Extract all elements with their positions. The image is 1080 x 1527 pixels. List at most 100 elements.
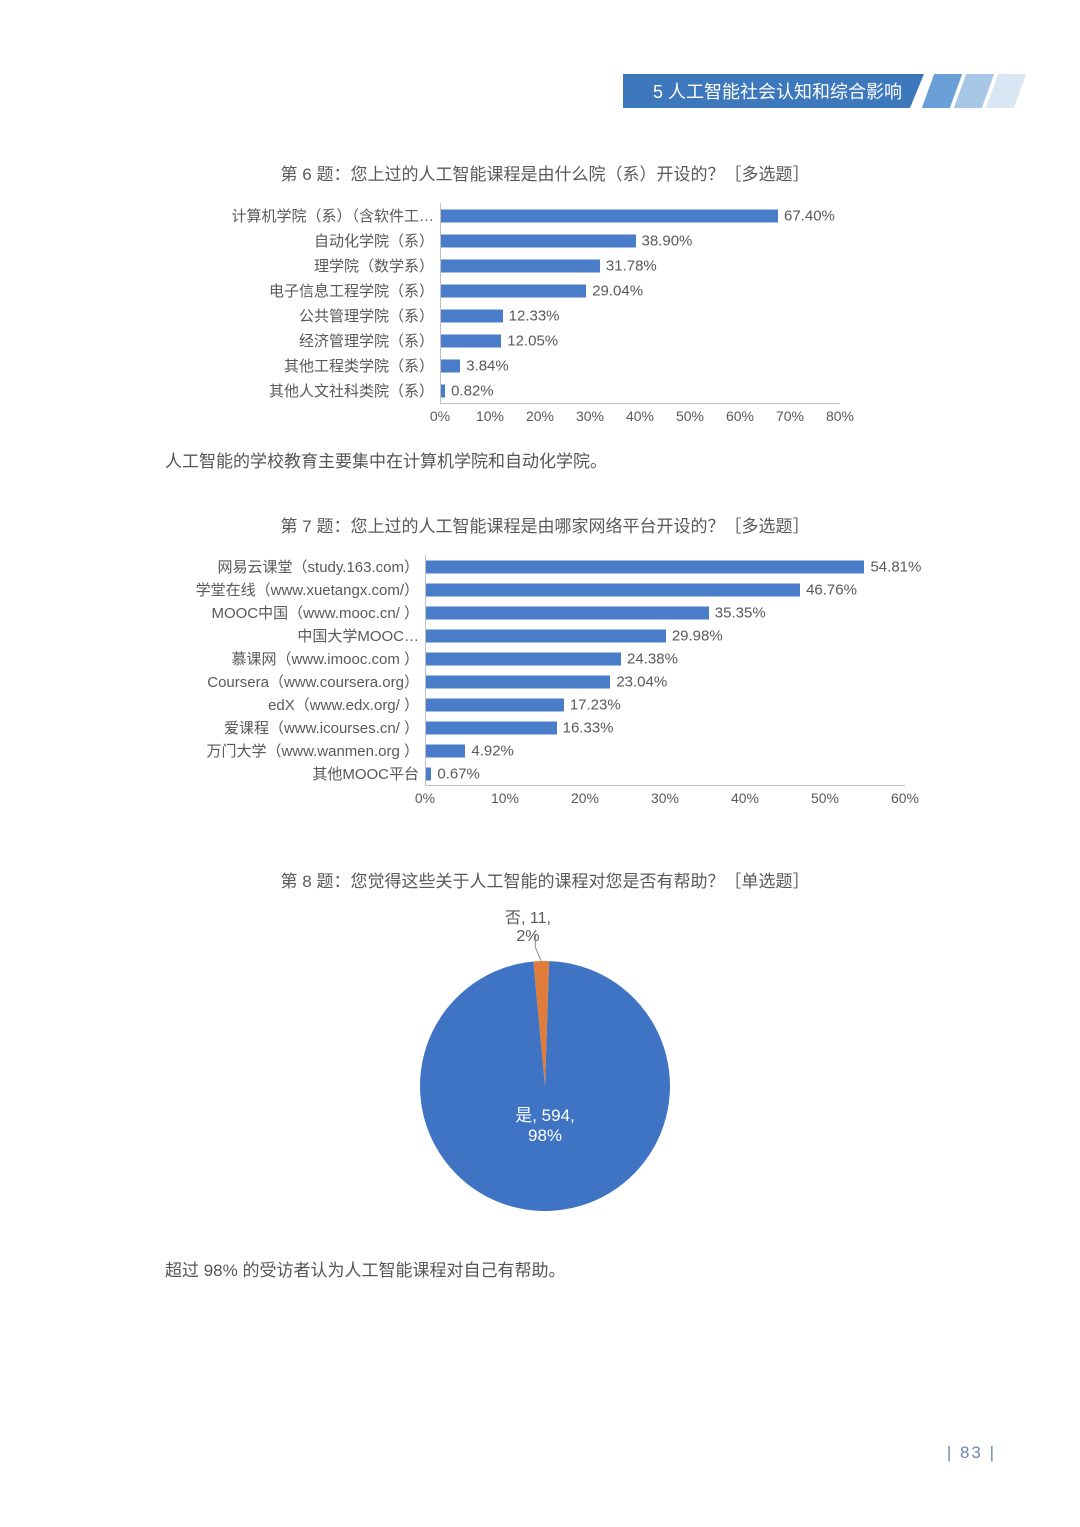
chart7-row: 万门大学（www.wanmen.org ） 4.92% bbox=[165, 739, 925, 762]
chart7-row: 爱课程（www.icourses.cn/ ） 16.33% bbox=[165, 716, 925, 739]
chart7-bar bbox=[426, 744, 465, 757]
chart6-track: 38.90% bbox=[440, 228, 840, 253]
chart6-row: 理学院（数学系）31.78% bbox=[165, 253, 925, 278]
pie-center-label: 是, 594, 98% bbox=[485, 1101, 605, 1146]
chart7-value: 23.04% bbox=[616, 673, 667, 690]
chart7-label: 中国大学MOOC… bbox=[165, 625, 425, 646]
pie-callout-no-line2: 2% bbox=[505, 928, 551, 946]
chart6-value: 12.33% bbox=[509, 307, 560, 324]
chart6-label: 经济管理学院（系） bbox=[165, 330, 440, 351]
chart7-value: 54.81% bbox=[870, 558, 921, 575]
chart7-track: 54.81% bbox=[425, 555, 905, 578]
chart6-label: 其他人文社科类院（系） bbox=[165, 380, 440, 401]
chart6-bar bbox=[441, 384, 445, 397]
chart7-row: 网易云课堂（study.163.com）54.81% bbox=[165, 555, 925, 578]
pie-svg bbox=[395, 916, 695, 1216]
pie-callout-no-line1: 否, 11, bbox=[505, 904, 551, 928]
chart6-tick: 40% bbox=[626, 408, 654, 424]
chart7-bar bbox=[426, 698, 564, 711]
chart7-value: 24.38% bbox=[627, 650, 678, 667]
chart7-track: 29.98% bbox=[425, 624, 905, 647]
chart6-tick: 20% bbox=[526, 408, 554, 424]
chart6-row: 电子信息工程学院（系）29.04% bbox=[165, 278, 925, 303]
chart7-value: 16.33% bbox=[563, 719, 614, 736]
chart7-value: 17.23% bbox=[570, 696, 621, 713]
chart7-tick: 30% bbox=[651, 790, 679, 806]
chart7-track: 16.33% bbox=[425, 716, 905, 739]
chart7-title: 第 7 题：您上过的人工智能课程是由哪家网络平台开设的？［多选题］ bbox=[165, 512, 925, 537]
chart6-track: 67.40% bbox=[440, 203, 840, 228]
chart6-label: 其他工程类学院（系） bbox=[165, 355, 440, 376]
chart6-tick: 0% bbox=[430, 408, 450, 424]
chart7-bar bbox=[426, 721, 557, 734]
chart6-row: 经济管理学院（系）12.05% bbox=[165, 328, 925, 353]
chart7-row: 学堂在线（www.xuetangx.com/） 46.76% bbox=[165, 578, 925, 601]
chart7: 网易云课堂（study.163.com）54.81%学堂在线（www.xueta… bbox=[165, 555, 925, 807]
chart7-axis: 0%10%20%30%40%50%60% bbox=[425, 785, 905, 807]
chart6-bar bbox=[441, 309, 503, 322]
chart7-tick: 10% bbox=[491, 790, 519, 806]
chart7-bar bbox=[426, 767, 431, 780]
chart6-bar bbox=[441, 334, 501, 347]
page-header: 5 人工智能社会认知和综合影响 bbox=[623, 74, 1020, 108]
chart6-axis: 0%10%20%30%40%50%60%70%80% bbox=[440, 403, 840, 425]
chart7-row: MOOC中国（www.mooc.cn/ ）35.35% bbox=[165, 601, 925, 624]
chart7-bar bbox=[426, 560, 864, 573]
page-content: 第 6 题：您上过的人工智能课程是由什么院（系）开设的？［多选题］ 计算机学院（… bbox=[165, 160, 925, 1321]
chart6-track: 3.84% bbox=[440, 353, 840, 378]
chart7-track: 0.67% bbox=[425, 762, 905, 785]
chart7-track: 46.76% bbox=[425, 578, 905, 601]
chart6-value: 38.90% bbox=[642, 232, 693, 249]
chart6-value: 0.82% bbox=[451, 382, 494, 399]
chart8-caption: 超过 98% 的受访者认为人工智能课程对自己有帮助。 bbox=[165, 1256, 925, 1281]
chart7-tick: 40% bbox=[731, 790, 759, 806]
chart7-label: 爱课程（www.icourses.cn/ ） bbox=[165, 717, 425, 738]
chart6-value: 31.78% bbox=[606, 257, 657, 274]
chart7-value: 29.98% bbox=[672, 627, 723, 644]
chart7-label: 网易云课堂（study.163.com） bbox=[165, 556, 425, 577]
chart6-track: 31.78% bbox=[440, 253, 840, 278]
chart7-label: 万门大学（www.wanmen.org ） bbox=[165, 740, 425, 761]
chart7-track: 17.23% bbox=[425, 693, 905, 716]
chart7-bar bbox=[426, 583, 800, 596]
chart6-value: 67.40% bbox=[784, 207, 835, 224]
chart7-bar bbox=[426, 675, 610, 688]
chart7-label: 学堂在线（www.xuetangx.com/） bbox=[165, 579, 425, 600]
chart7-track: 35.35% bbox=[425, 601, 905, 624]
chart6-tick: 10% bbox=[476, 408, 504, 424]
chart7-track: 23.04% bbox=[425, 670, 905, 693]
chart6-tick: 70% bbox=[776, 408, 804, 424]
chart7-track: 24.38% bbox=[425, 647, 905, 670]
chart7-row: 其他MOOC平台0.67% bbox=[165, 762, 925, 785]
chart7-row: edX（www.edx.org/ ） 17.23% bbox=[165, 693, 925, 716]
chart7-tick: 20% bbox=[571, 790, 599, 806]
header-title-text: 5 人工智能社会认知和综合影响 bbox=[653, 78, 902, 104]
chart7-label: 慕课网（www.imooc.com ） bbox=[165, 648, 425, 669]
chart7-row: 慕课网（www.imooc.com ） 24.38% bbox=[165, 647, 925, 670]
chart6-row: 计算机学院（系）（含软件工…67.40% bbox=[165, 203, 925, 228]
chart7-tick: 50% bbox=[811, 790, 839, 806]
chart7-value: 4.92% bbox=[471, 742, 514, 759]
chart6-value: 29.04% bbox=[592, 282, 643, 299]
chart7-label: edX（www.edx.org/ ） bbox=[165, 694, 425, 715]
chart6-label: 公共管理学院（系） bbox=[165, 305, 440, 326]
chart7-tick: 60% bbox=[891, 790, 919, 806]
chart7-value: 46.76% bbox=[806, 581, 857, 598]
chart7-label: MOOC中国（www.mooc.cn/ ） bbox=[165, 602, 425, 623]
chart7-bar bbox=[426, 606, 709, 619]
chart6-bar bbox=[441, 284, 586, 297]
chart7-row: Coursera（www.coursera.org）23.04% bbox=[165, 670, 925, 693]
chart6-row: 其他工程类学院（系）3.84% bbox=[165, 353, 925, 378]
chart6-track: 12.33% bbox=[440, 303, 840, 328]
pie-callout-no: 否, 11, 2% bbox=[505, 904, 551, 946]
chart6-tick: 60% bbox=[726, 408, 754, 424]
chart6-bar bbox=[441, 359, 460, 372]
page-number: | 83 | bbox=[947, 1443, 996, 1463]
chart7-bar bbox=[426, 629, 666, 642]
chart6-tick: 80% bbox=[826, 408, 854, 424]
chart6-track: 12.05% bbox=[440, 328, 840, 353]
chart8-pie: 否, 11, 2% 是, 594, 98% bbox=[395, 916, 695, 1216]
chart6-title: 第 6 题：您上过的人工智能课程是由什么院（系）开设的？［多选题］ bbox=[165, 160, 925, 185]
chart7-row: 中国大学MOOC… 29.98% bbox=[165, 624, 925, 647]
pie-center-line1: 是, 594, bbox=[485, 1101, 605, 1126]
